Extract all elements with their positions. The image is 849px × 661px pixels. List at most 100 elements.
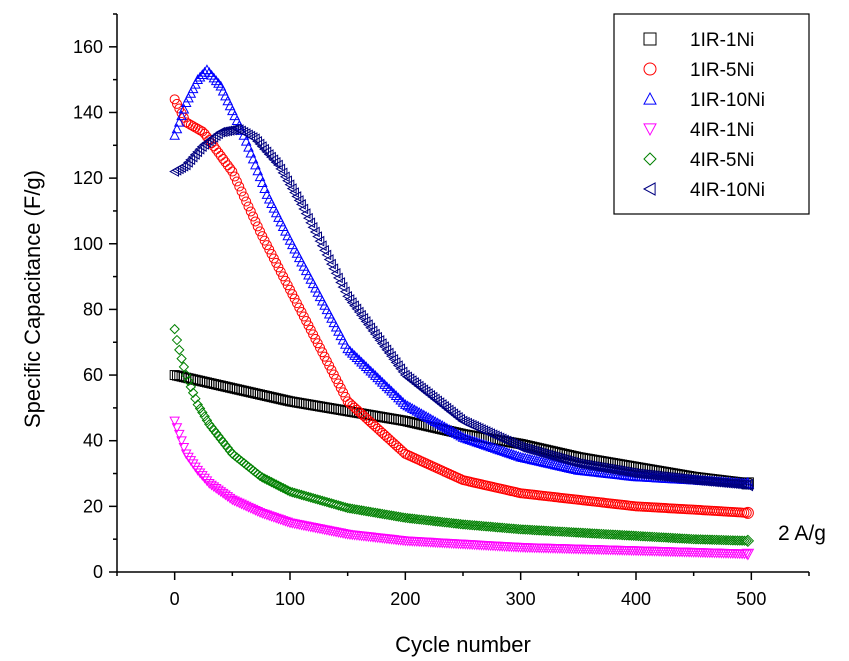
data-point [277, 482, 289, 494]
data-point [446, 517, 457, 529]
data-point [501, 522, 513, 534]
data-point [420, 410, 432, 421]
data-point [421, 458, 432, 469]
data-point [626, 530, 637, 541]
data-point [185, 381, 197, 393]
data-point [203, 479, 215, 489]
data-point [478, 438, 490, 449]
data-point [194, 71, 206, 82]
data-point [418, 384, 429, 396]
data-point [559, 461, 570, 472]
data-point [547, 525, 559, 537]
data-point [499, 522, 510, 534]
data-point [279, 171, 290, 183]
data-point [217, 488, 229, 499]
data-point [402, 400, 413, 411]
data-point [531, 446, 542, 458]
data-point [248, 211, 259, 222]
data-point [397, 512, 409, 523]
rate-annotation: 2 A/g [778, 522, 826, 545]
series-4ir-1ni [169, 416, 755, 561]
data-point [176, 110, 187, 121]
data-point [229, 171, 240, 182]
data-point [266, 512, 277, 523]
legend-box [613, 13, 810, 215]
data-point [215, 150, 226, 161]
data-point [226, 495, 238, 506]
data-point [656, 532, 667, 543]
y-tick-label: 60 [83, 365, 103, 385]
data-point [550, 526, 561, 537]
data-point [432, 417, 443, 428]
data-point [227, 166, 238, 177]
data-point [422, 388, 433, 399]
data-point [197, 69, 208, 80]
data-point [252, 221, 263, 232]
data-point [206, 69, 217, 80]
data-point [506, 523, 517, 534]
data-point [363, 363, 374, 374]
data-point [298, 203, 309, 215]
data-point [430, 462, 441, 473]
data-point [450, 410, 461, 421]
data-point [552, 526, 563, 537]
data-point [284, 179, 295, 191]
data-point [448, 408, 459, 419]
data-point [706, 534, 718, 545]
data-point [185, 154, 196, 166]
data-point [171, 423, 183, 434]
legend-label: 4IR-5Ni [690, 150, 754, 171]
data-point [455, 430, 467, 441]
data-point [210, 483, 222, 494]
data-point [538, 448, 549, 460]
data-point [538, 525, 549, 536]
data-point [558, 454, 569, 466]
data-point [211, 144, 222, 155]
data-point [487, 442, 499, 452]
data-point [642, 531, 653, 542]
legend-marker [643, 91, 657, 105]
data-point [586, 528, 598, 539]
data-point [734, 535, 746, 546]
data-point [508, 523, 519, 534]
data-point [418, 514, 429, 526]
data-point [213, 77, 224, 88]
data-point [455, 518, 466, 530]
data-point [190, 393, 201, 404]
data-point [492, 443, 503, 454]
data-point [437, 516, 448, 528]
data-point [316, 240, 327, 252]
data-point [582, 527, 593, 539]
legend-marker [643, 62, 657, 76]
data-point [416, 408, 427, 419]
data-point [346, 347, 358, 358]
data-point [199, 473, 210, 484]
data-point [413, 380, 424, 392]
data-point [427, 391, 438, 403]
data-point [238, 191, 249, 202]
data-point [397, 396, 409, 407]
data-point [268, 478, 280, 489]
data-point [540, 449, 551, 460]
data-point [249, 133, 260, 145]
data-point [640, 531, 651, 542]
data-point [635, 530, 646, 542]
data-point [337, 281, 348, 293]
data-point [404, 450, 415, 461]
data-point [453, 429, 464, 440]
data-point [605, 529, 616, 540]
data-point [379, 378, 390, 389]
data-point [443, 404, 454, 416]
data-point [670, 532, 681, 544]
data-point [529, 524, 540, 536]
data-point [194, 143, 205, 155]
data-point [192, 146, 203, 158]
data-point [174, 344, 185, 356]
data-point [222, 160, 233, 171]
data-point [533, 455, 545, 466]
y-tick-label: 80 [83, 299, 103, 319]
data-point [526, 445, 537, 456]
data-point [199, 411, 210, 422]
data-point [404, 401, 416, 412]
data-point [196, 141, 207, 152]
